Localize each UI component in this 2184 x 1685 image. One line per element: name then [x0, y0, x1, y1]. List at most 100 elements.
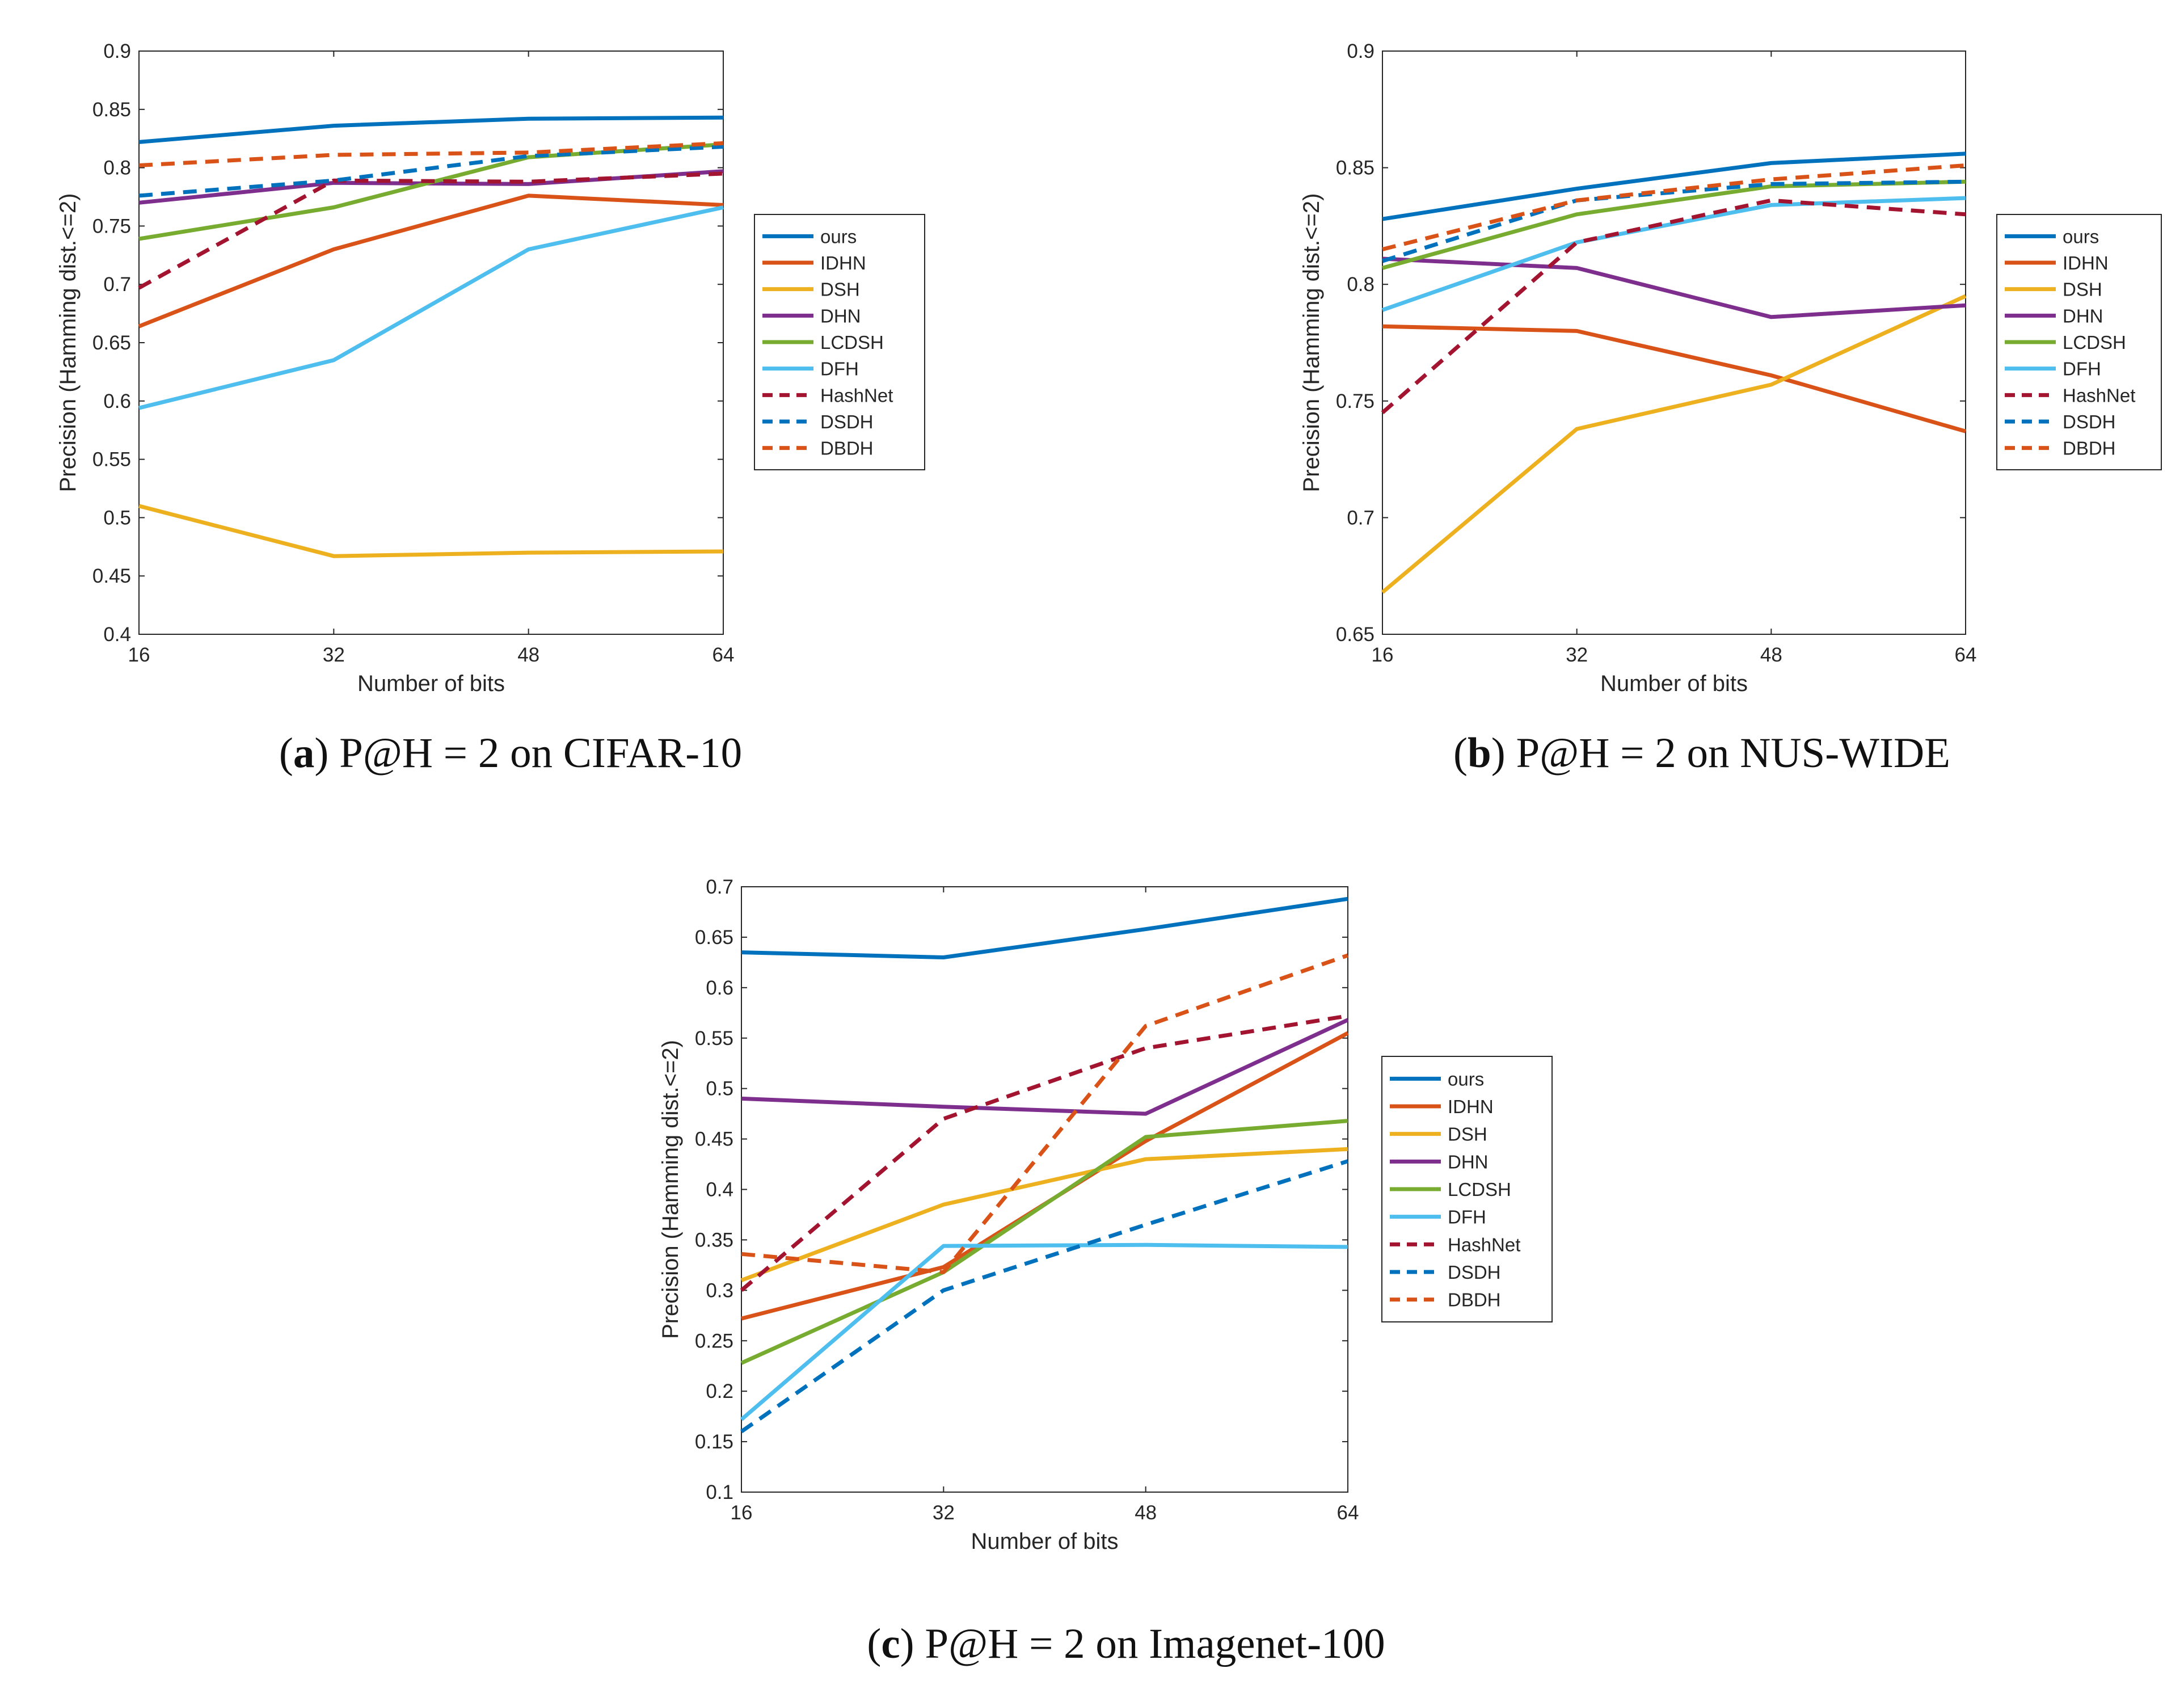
- caption-a-text: P@H = 2 on CIFAR-10: [339, 730, 743, 777]
- series-line-hashnet: [740, 1014, 1348, 1292]
- caption-b-text: P@H = 2 on NUS-WIDE: [1516, 730, 1950, 777]
- x-tick-label: 64: [1955, 644, 1977, 666]
- legend-label-dbdh: DBDH: [820, 438, 874, 459]
- y-tick-label: 0.55: [92, 449, 131, 471]
- caption-c-letter: c: [881, 1620, 900, 1667]
- x-tick-label: 32: [1566, 644, 1588, 666]
- x-tick-label: 48: [1135, 1502, 1157, 1524]
- x-tick-label: 48: [517, 644, 539, 666]
- series-line-ours: [1382, 151, 1966, 221]
- y-tick-label: 0.8: [1347, 273, 1375, 296]
- x-axis-label: Number of bits: [1600, 671, 1748, 696]
- series-line-dsdh: [138, 145, 724, 198]
- caption-a: (a) P@H = 2 on CIFAR-10: [279, 730, 743, 777]
- legend-label-dsdh: DSDH: [2063, 411, 2116, 432]
- y-tick-label: 0.6: [103, 390, 131, 412]
- series-line-dsdh: [1381, 179, 1966, 263]
- legend-label-dsh: DSH: [820, 279, 860, 300]
- legend-label-dhn: DHN: [2063, 305, 2103, 326]
- caption-a-letter: a: [293, 730, 315, 777]
- series-line-hashnet: [138, 171, 724, 290]
- y-tick-label: 0.65: [92, 332, 131, 354]
- chart-imagenet100: 0.1 0.15 0.2 0.25 0.3 0.35 0.4 0.45 0.5 0.55 0.6 0.…: [658, 876, 1553, 1554]
- legend-label-dbdh: DBDH: [1448, 1290, 1501, 1311]
- legend-label-dbdh: DBDH: [2063, 438, 2116, 459]
- legend-label-dsh: DSH: [2063, 279, 2102, 300]
- y-tick-label: 0.9: [1347, 40, 1375, 62]
- x-tick-label: 48: [1760, 644, 1782, 666]
- caption-c: (c) P@H = 2 on Imagenet-100: [867, 1620, 1385, 1667]
- legend-label-dhn: DHN: [1448, 1151, 1489, 1172]
- series-line-dbdh: [1382, 163, 1966, 251]
- legend-label-hashnet: HashNet: [2063, 385, 2135, 406]
- x-tick-label: 32: [933, 1502, 955, 1524]
- y-tick-label: 0.5: [706, 1078, 733, 1100]
- series-line-dsh: [1381, 294, 1967, 594]
- y-tick-label: 0.85: [92, 99, 131, 121]
- series-line-dbdh: [741, 953, 1349, 1274]
- x-tick-label: 64: [712, 644, 735, 666]
- legend-label-idhn: IDHN: [1448, 1096, 1494, 1117]
- chart-nus-wide: 0.65 0.7 0.75 0.8 0.85 0.9 16 32 48 64 Number of b…: [1299, 40, 2162, 696]
- legend-label-dfh: DFH: [2063, 359, 2101, 380]
- y-tick-label: 0.3: [706, 1279, 733, 1301]
- y-tick-label: 0.85: [1336, 157, 1375, 179]
- chart-cifar10: 0.4 0.45 0.5 0.55 0.6 0.65 0.7 0.75 0.8 0.85 0.9 16…: [56, 40, 925, 696]
- y-tick-label: 0.65: [695, 926, 733, 949]
- y-tick-label: 0.4: [706, 1179, 733, 1201]
- legend-label-dfh: DFH: [820, 359, 859, 380]
- y-tick-label: 0.45: [695, 1128, 733, 1151]
- y-tick-label: 0.5: [103, 507, 131, 529]
- series-line-dsdh: [740, 1159, 1349, 1434]
- series-line-ours: [138, 115, 724, 144]
- y-tick-label: 0.75: [1336, 390, 1375, 412]
- y-tick-label: 0.25: [695, 1330, 733, 1352]
- y-tick-label: 0.35: [695, 1229, 733, 1251]
- series-line-dhn: [1382, 256, 1966, 319]
- plot-area: [741, 886, 1348, 1493]
- y-tick-label: 0.9: [103, 40, 131, 62]
- x-axis-label: Number of bits: [971, 1529, 1118, 1554]
- y-tick-label: 0.8: [103, 157, 131, 179]
- y-tick-label: 0.65: [1336, 624, 1375, 646]
- legend-label-lcdsh: LCDSH: [820, 332, 884, 353]
- series-line-dsh: [740, 1147, 1348, 1282]
- y-axis-label: Precision (Hamming dist.<=2): [1299, 193, 1324, 492]
- legend-label-dhn: DHN: [820, 305, 861, 326]
- y-tick-label: 0.6: [706, 977, 733, 999]
- legend-label-dsdh: DSDH: [820, 411, 874, 432]
- plot-area: [1382, 50, 1966, 635]
- y-tick-label: 0.2: [706, 1380, 733, 1402]
- x-tick-label: 16: [128, 644, 150, 666]
- caption-b: (b) P@H = 2 on NUS-WIDE: [1453, 730, 1950, 777]
- y-tick-label: 0.4: [103, 624, 131, 646]
- y-tick-label: 0.1: [706, 1481, 733, 1503]
- y-tick-label: 0.45: [92, 565, 131, 587]
- series-line-dbdh: [138, 141, 724, 167]
- y-axis-label: Precision (Hamming dist.<=2): [56, 193, 81, 492]
- series-line-ours: [741, 896, 1348, 959]
- caption-b-letter: b: [1468, 730, 1491, 777]
- legend-label-lcdsh: LCDSH: [2063, 332, 2126, 353]
- series-line-hashnet: [1381, 198, 1966, 415]
- legend-label-ours: ours: [1448, 1068, 1484, 1089]
- y-tick-label: 0.7: [1347, 507, 1375, 529]
- y-tick-label: 0.55: [695, 1027, 733, 1050]
- y-tick-label: 0.75: [92, 215, 131, 237]
- series-line-idhn: [1382, 324, 1966, 433]
- legend-label-ours: ours: [2063, 226, 2099, 247]
- legend-label-dfh: DFH: [1448, 1207, 1486, 1228]
- series-line-dfh: [740, 1242, 1348, 1421]
- series-line-dsh: [138, 504, 724, 558]
- x-tick-label: 64: [1337, 1502, 1359, 1524]
- series-line-idhn: [138, 193, 724, 328]
- y-axis-label: Precision (Hamming dist.<=2): [658, 1040, 683, 1339]
- plot-area: [138, 50, 724, 635]
- x-tick-label: 16: [1372, 644, 1394, 666]
- legend-label-hashnet: HashNet: [820, 385, 893, 406]
- legend-label-lcdsh: LCDSH: [1448, 1179, 1511, 1200]
- y-tick-label: 0.7: [706, 876, 733, 898]
- legend-label-ours: ours: [820, 226, 857, 247]
- series-line-dfh: [1381, 196, 1966, 312]
